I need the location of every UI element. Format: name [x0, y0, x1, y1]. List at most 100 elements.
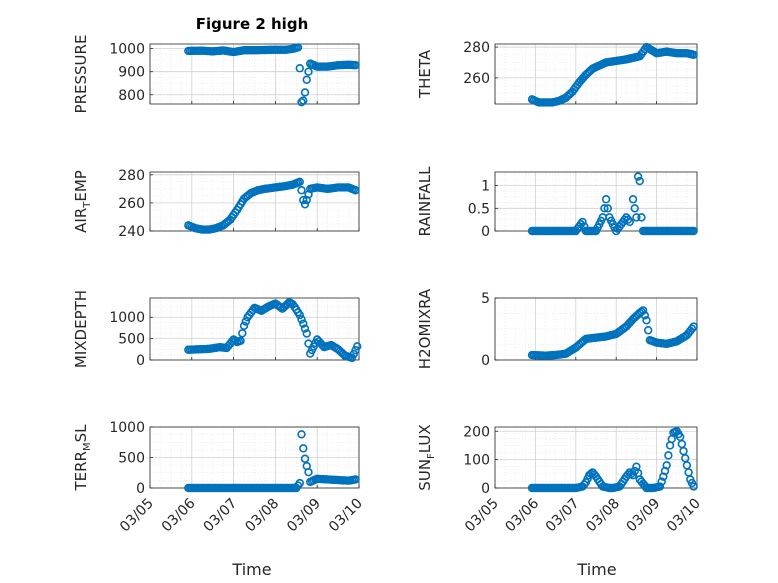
theta-series	[527, 42, 698, 107]
data-point-interp	[632, 311, 641, 321]
data-point-interp	[674, 429, 683, 439]
sun_flux-axes-box	[494, 426, 698, 489]
pressure-ytick-label: 800	[118, 88, 145, 104]
air_temp-ytick-label: 260	[118, 196, 145, 212]
data-point	[628, 195, 638, 204]
xtick-label: 03/09	[284, 496, 324, 536]
h2omixra-series	[527, 306, 698, 360]
xtick-label: 03/05	[462, 496, 502, 536]
mixdepth-ytick-label: 500	[118, 332, 145, 348]
h2omixra-ylabel: H2OMIXRA	[416, 288, 434, 369]
h2omixra-ytick-label: 0	[481, 353, 490, 369]
data-point	[297, 430, 306, 439]
data-point-interp	[349, 60, 358, 70]
data-point	[304, 467, 313, 477]
data-point	[601, 195, 611, 204]
theta-ytick-label: 280	[463, 40, 490, 56]
data-point-interp	[255, 305, 264, 315]
data-point	[299, 195, 308, 205]
pressure-axes-box	[149, 43, 360, 105]
pressure-grid	[149, 44, 360, 104]
pressure-ylabel: PRESSURE	[72, 35, 90, 114]
data-point	[299, 96, 308, 105]
data-point	[295, 64, 304, 73]
x-axis-label-left: Time	[231, 560, 271, 579]
data-point-interp	[269, 300, 278, 309]
data-point	[304, 67, 313, 76]
data-point-interp	[687, 478, 697, 488]
data-point-interp	[300, 324, 310, 333]
terr_msl-series	[184, 430, 360, 493]
data-point-interp	[681, 454, 690, 463]
data-point-interp	[638, 479, 648, 488]
subplot-air_temp: 240 260 280 AIRTEMP	[72, 168, 360, 240]
data-point	[299, 444, 308, 453]
air_temp-plot-area	[150, 172, 359, 231]
data-point-interp	[630, 204, 639, 213]
data-point-interp	[564, 90, 574, 99]
data-point-interp	[293, 481, 303, 490]
xtick-label: 03/07	[543, 496, 583, 536]
sun_flux-series	[527, 427, 698, 493]
xtick-label: 03/08	[242, 496, 282, 536]
data-point-interp	[292, 43, 301, 53]
data-point-interp	[677, 439, 687, 449]
data-point-interp	[276, 303, 285, 312]
data-point	[300, 200, 310, 209]
h2omixra-ytick-label: 5	[481, 291, 490, 307]
data-point-interp	[633, 468, 643, 478]
data-point	[628, 471, 638, 480]
data-point-interp	[293, 308, 303, 317]
data-point	[300, 88, 310, 97]
pressure-series	[184, 43, 360, 107]
sun_flux-ylabel: SUNFLUX	[416, 424, 437, 490]
data-point-interp	[578, 74, 587, 83]
data-point-interp	[349, 185, 358, 194]
subplot-sun_flux: 0 100 200 03/05 03/06 03/07 03/08 03/09 03/10 SUN…	[416, 424, 704, 535]
air_temp-ylabel: AIRTEMP	[72, 170, 93, 233]
data-point	[632, 213, 641, 222]
data-point	[633, 172, 643, 181]
terr_msl-ylabel: TERRMSL	[72, 424, 93, 492]
data-point-interp	[293, 178, 303, 187]
data-point-interp	[625, 318, 634, 327]
xtick-label: 03/06	[159, 495, 199, 535]
xtick-label: 03/09	[624, 496, 664, 536]
figure-title: Figure 2 high	[196, 15, 309, 33]
data-point	[299, 319, 308, 328]
data-point-interp	[660, 466, 670, 476]
data-point-interp	[603, 204, 612, 213]
data-point	[637, 213, 646, 222]
terr_msl-ytick-label: 500	[118, 451, 145, 467]
data-point	[302, 75, 311, 84]
subplot-terr_msl: 0 500 1000 03/05 03/06 03/07 03/08 03/09 03/10 TE…	[72, 420, 366, 535]
data-point-interp	[664, 451, 673, 460]
data-point-interp	[687, 50, 697, 59]
subplot-rainfall: 0 0.5 1 RAINFALL	[416, 166, 698, 240]
rainfall-series	[527, 172, 698, 236]
data-point	[297, 186, 306, 195]
data-point	[297, 97, 306, 107]
data-point	[300, 454, 310, 463]
sun_flux-ytick-label: 0	[481, 481, 490, 497]
data-point-interp	[351, 345, 360, 355]
data-point-interp	[643, 326, 653, 335]
data-point-interp	[623, 215, 633, 224]
theta-ytick-label: 260	[463, 71, 490, 87]
xtick-label: 03/06	[502, 495, 542, 535]
rainfall-grid	[494, 172, 698, 232]
x-axis-label-right: Time	[576, 560, 616, 579]
data-point-interp	[623, 470, 633, 479]
mixdepth-series	[184, 298, 362, 363]
mixdepth-axes-box	[149, 297, 360, 361]
data-point-interp	[304, 190, 313, 199]
data-point-interp	[596, 216, 606, 225]
subplot-theta: 260 280 THETA	[416, 40, 698, 107]
data-point-interp	[667, 434, 676, 444]
theta-ylabel: THETA	[416, 49, 434, 99]
data-point-interp	[687, 226, 697, 236]
sun_flux-ytick-label: 100	[463, 453, 490, 469]
subplot-pressure: 800 900 1000 PRESSURE	[72, 35, 360, 114]
sun_flux-ytick-label: 200	[463, 424, 490, 440]
